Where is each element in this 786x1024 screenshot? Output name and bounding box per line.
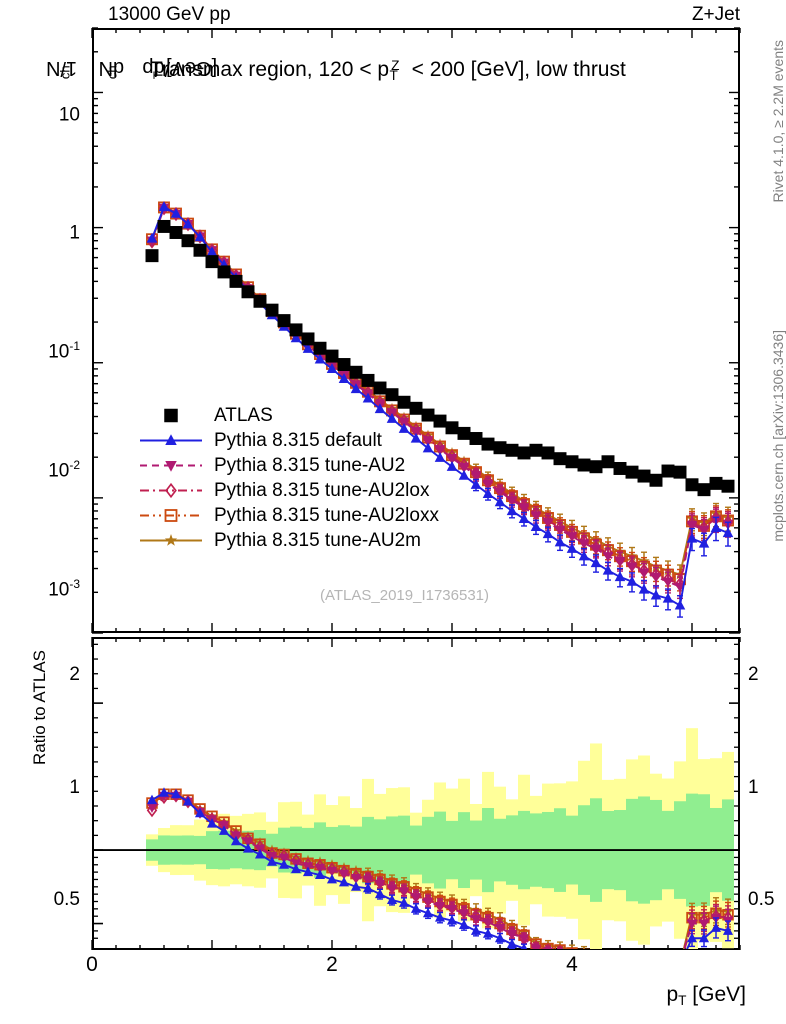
legend-label-au2m: Pythia 8.315 tune-AU2m [214, 529, 422, 551]
legend-label-au2loxx: Pythia 8.315 tune-AU2loxx [214, 504, 439, 526]
legend-item-atlas[interactable]: ATLAS [138, 403, 439, 428]
x-tick-labels: 0 2 4 [86, 953, 740, 983]
ytick-1e-3: 10-3 [48, 577, 80, 601]
xtick-2: 2 [326, 953, 338, 976]
ratio-ytick-0p5: 0.5 [53, 889, 80, 910]
legend-key-au2m [138, 528, 204, 553]
rivet-version-label: Rivet 4.1.0, ≥ 2.2M events [770, 40, 786, 203]
analysis-watermark: (ATLAS_2019_I1736531) [320, 587, 490, 604]
legend-label-atlas: ATLAS [214, 404, 273, 426]
x-axis-label: pT [GeV] [666, 983, 746, 1008]
xtick-0: 0 [86, 953, 98, 976]
legend-label-au2: Pythia 8.315 tune-AU2 [214, 454, 406, 476]
ratio-ytick-1: 1 [69, 777, 80, 798]
legend-item-au2m[interactable]: Pythia 8.315 tune-AU2m [138, 528, 439, 553]
ytick-1: 1 [69, 222, 80, 244]
legend-key-au2loxx [138, 503, 204, 528]
mcplots-credit-label: mcplots.cern.ch [arXiv:1306.3436] [770, 330, 786, 542]
legend-item-au2[interactable]: Pythia 8.315 tune-AU2 [138, 453, 439, 478]
ratio-plot-frame [92, 637, 740, 950]
xtick-4: 4 [566, 953, 578, 976]
ratio-y-tick-labels-right: 2 1 0.5 [744, 637, 786, 950]
ytick-1e-2: 10-2 [48, 458, 80, 482]
legend-item-default[interactable]: Pythia 8.315 default [138, 428, 439, 453]
ratio-ytick-2: 2 [69, 664, 80, 685]
beam-energy-label: 13000 GeV pp [108, 4, 231, 25]
legend-key-au2lox [138, 478, 204, 503]
ratio-ytick-0p5-right: 0.5 [748, 889, 775, 910]
legend-label-default: Pythia 8.315 default [214, 429, 382, 451]
legend-label-au2lox: Pythia 8.315 tune-AU2lox [214, 479, 430, 501]
ratio-ytick-1-right: 1 [748, 777, 759, 798]
legend-key-default [138, 428, 204, 453]
main-y-tick-labels: 10 1 10-1 10-2 10-3 [0, 28, 86, 633]
legend-item-au2lox[interactable]: Pythia 8.315 tune-AU2lox [138, 478, 439, 503]
ratio-y-tick-labels-left: 2 1 0.5 [0, 637, 86, 950]
plot-title: Transmax region, 120 < p ZT < 200 [GeV], … [150, 58, 626, 83]
ytick-10: 10 [58, 104, 80, 126]
ratio-ytick-2-right: 2 [748, 664, 759, 685]
ytick-1e-1: 10-1 [48, 339, 80, 363]
legend: ATLAS Pythia 8.315 default Pythia 8.315 … [138, 403, 439, 553]
legend-key-au2 [138, 453, 204, 478]
process-label: Z+Jet [691, 4, 740, 25]
legend-key-atlas [138, 403, 204, 428]
legend-item-au2loxx[interactable]: Pythia 8.315 tune-AU2loxx [138, 503, 439, 528]
